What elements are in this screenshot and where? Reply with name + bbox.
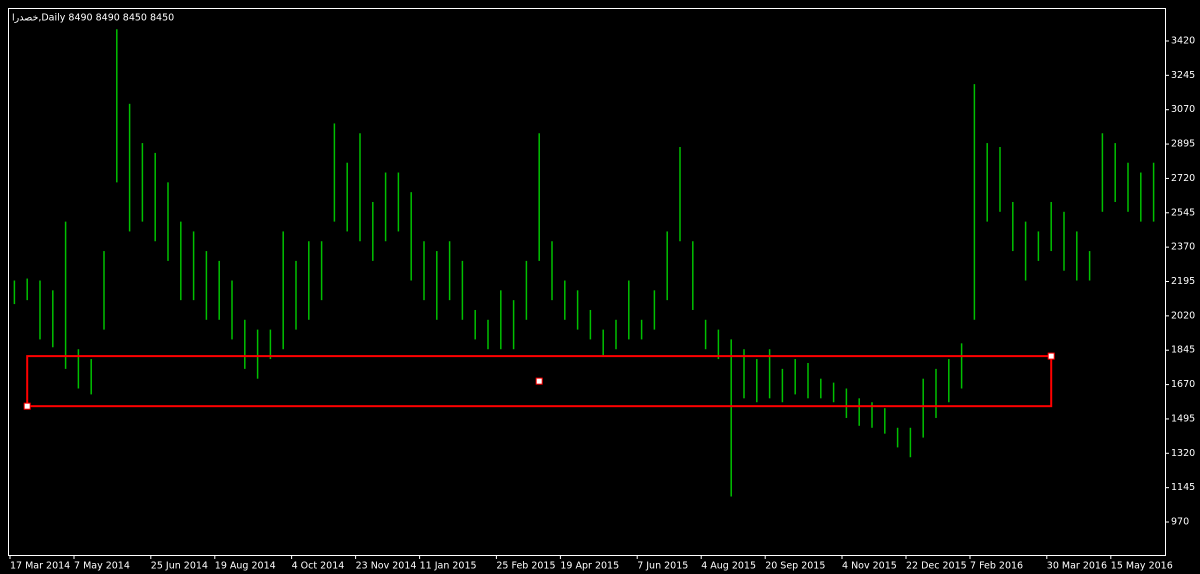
x-tick-label: 23 Nov 2014 [356, 561, 417, 572]
plot-frame [8, 8, 1166, 556]
x-tick-label: 19 Apr 2015 [560, 561, 619, 572]
x-tick-label: 4 Aug 2015 [701, 561, 756, 572]
rectangle-handle [23, 402, 31, 410]
y-tick-label: 3420 [1171, 35, 1195, 46]
chart-title: خصدرا,Daily 8490 8490 8450 8450 [12, 13, 174, 24]
x-tick-label: 20 Sep 2015 [765, 561, 825, 572]
x-tick-label: 25 Jun 2014 [151, 561, 208, 572]
y-tick-label: 2020 [1171, 310, 1195, 321]
x-tick-label: 7 May 2014 [74, 561, 130, 572]
x-tick-label: 17 Mar 2014 [10, 561, 70, 572]
y-tick-label: 1320 [1171, 448, 1195, 459]
y-tick-label: 2895 [1171, 139, 1195, 150]
y-tick-label: 2370 [1171, 242, 1195, 253]
x-tick-label: 25 Feb 2015 [496, 561, 555, 572]
rectangle-object [26, 355, 1053, 408]
y-tick-label: 1845 [1171, 345, 1195, 356]
x-tick-label: 4 Nov 2015 [842, 561, 897, 572]
y-tick-label: 3070 [1171, 104, 1195, 115]
y-tick-label: 1495 [1171, 413, 1195, 424]
rectangle-handle [535, 377, 543, 385]
y-tick-label: 3245 [1171, 70, 1195, 81]
y-tick-label: 1670 [1171, 379, 1195, 390]
y-tick-label: 2195 [1171, 276, 1195, 287]
y-tick-label: 970 [1171, 517, 1189, 528]
y-tick-label: 1145 [1171, 482, 1195, 493]
x-tick-label: 30 Mar 2016 [1047, 561, 1107, 572]
x-tick-label: 7 Jun 2015 [637, 561, 688, 572]
x-tick-label: 11 Jan 2015 [420, 561, 477, 572]
x-tick-label: 7 Feb 2016 [970, 561, 1023, 572]
x-tick-label: 19 Aug 2014 [215, 561, 276, 572]
y-tick-label: 2720 [1171, 173, 1195, 184]
x-tick-label: 15 May 2016 [1111, 561, 1173, 572]
y-tick-label: 2545 [1171, 207, 1195, 218]
rectangle-handle [1047, 352, 1055, 360]
x-tick-label: 22 Dec 2015 [906, 561, 967, 572]
x-tick-label: 4 Oct 2014 [292, 561, 345, 572]
